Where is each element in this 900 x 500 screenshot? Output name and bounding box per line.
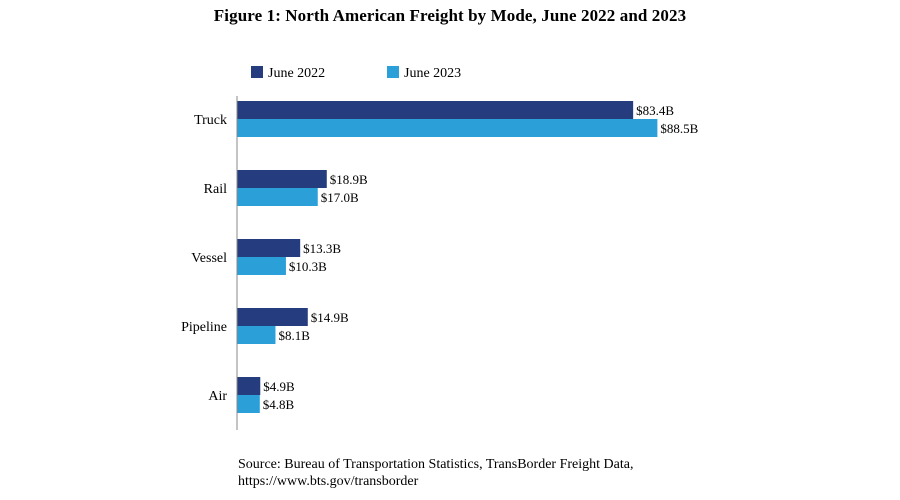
bar-group-rail: Rail $18.9B $17.0B xyxy=(204,170,368,206)
bar-vessel-series-2 xyxy=(237,257,286,275)
category-label: Vessel xyxy=(191,251,227,266)
bar-group-vessel: Vessel $13.3B $10.3B xyxy=(191,239,341,275)
data-label: $83.4B xyxy=(636,103,674,118)
data-label: $88.5B xyxy=(660,121,698,136)
bar-groups: Truck $83.4B $88.5B Rail $18.9B $17.0B Vessel $… xyxy=(181,101,699,413)
bar-group-pipeline: Pipeline $14.9B$8.1B xyxy=(181,308,349,344)
source-line-1: Source: Bureau of Transportation Statist… xyxy=(238,457,634,472)
bar-rail-series-2 xyxy=(237,188,318,206)
category-label: Rail xyxy=(204,182,227,197)
data-label: $8.1B xyxy=(278,328,310,343)
data-label: $4.9B xyxy=(263,379,295,394)
bar-rail-series-1 xyxy=(237,170,327,188)
legend-label-2: June 2023 xyxy=(404,66,461,81)
source-note: Source: Bureau of Transportation Statist… xyxy=(238,456,633,490)
source-line-2: https://www.bts.gov/transborder xyxy=(238,474,419,489)
data-label: $17.0B xyxy=(321,190,359,205)
data-label: $18.9B xyxy=(330,172,368,187)
category-label: Truck xyxy=(194,113,227,128)
legend-swatch-2 xyxy=(387,66,399,78)
data-label: $10.3B xyxy=(289,259,327,274)
data-label: $14.9B xyxy=(311,310,349,325)
chart-title: Figure 1: North American Freight by Mode… xyxy=(213,6,687,25)
bar-truck-series-1 xyxy=(237,101,634,119)
bar-vessel-series-1 xyxy=(237,239,301,257)
legend-label-1: June 2022 xyxy=(268,66,325,81)
bar-pipeline-series-1 xyxy=(237,308,308,326)
data-label: $13.3B xyxy=(303,241,341,256)
category-label: Air xyxy=(208,389,227,404)
data-label: $4.8B xyxy=(263,397,295,412)
chart-legend: June 2022 June 2023 xyxy=(251,66,461,81)
bar-group-air: Air $4.9B $4.8B xyxy=(208,377,295,413)
bar-air-series-1 xyxy=(237,377,261,395)
category-label: Pipeline xyxy=(181,320,227,335)
bar-group-truck: Truck $83.4B $88.5B xyxy=(194,101,699,137)
legend-swatch-1 xyxy=(251,66,263,78)
bar-pipeline-series-2 xyxy=(237,326,276,344)
bar-truck-series-2 xyxy=(237,119,658,137)
bar-air-series-2 xyxy=(237,395,260,413)
